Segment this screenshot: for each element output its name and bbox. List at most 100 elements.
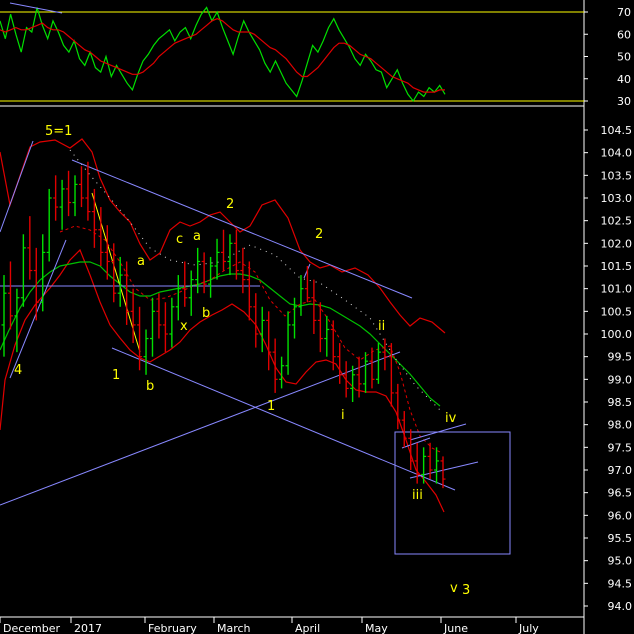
x-tick-label: July (518, 622, 539, 634)
overlay-lines (0, 2, 511, 555)
price-tick-label: 98.0 (608, 419, 633, 432)
price-bar (233, 229, 239, 280)
price-tick-label: 103.5 (601, 169, 633, 182)
price-bar (214, 238, 220, 280)
price-bar (85, 161, 91, 221)
price-bar (304, 266, 310, 303)
trendline-rsi-top (9, 2, 63, 14)
wave-label-iii: iii (412, 488, 423, 503)
upper-envelope (0, 138, 446, 334)
wave-label-a1: a (137, 254, 145, 269)
x-tick-label: December (3, 622, 61, 634)
price-bar (46, 188, 52, 262)
wave-labels: 5=1 2 2 4 1 1 a a b b c x i ii iii iv v … (14, 124, 470, 598)
price-tick-label: 94.0 (608, 600, 633, 613)
wave-label-b1: b (146, 379, 154, 394)
x-tick-label: April (295, 622, 320, 634)
wave-label-b2: b (202, 306, 210, 321)
price-tick-label: 102.5 (601, 215, 633, 228)
rsi-tick-label: 60 (617, 28, 631, 41)
rsi-tick-label: 30 (617, 95, 631, 108)
price-bar (421, 447, 427, 484)
price-tick-label: 97.0 (608, 464, 633, 477)
price-bar (395, 383, 401, 430)
price-bar (208, 256, 214, 298)
price-bar (388, 343, 394, 407)
price-tick-label: 101.5 (601, 260, 633, 273)
price-bar (324, 315, 330, 357)
price-bar (253, 293, 259, 348)
price-bar (91, 188, 97, 248)
price-bar (169, 297, 175, 348)
price-bar (337, 343, 343, 384)
price-bar (143, 329, 149, 375)
price-bar (350, 365, 356, 402)
price-bar (272, 338, 278, 393)
price-bar (285, 311, 291, 375)
wave-label-5-1: 5=1 (45, 124, 72, 139)
price-bar (149, 297, 155, 357)
wave-label-c: c (176, 232, 183, 247)
rsi-axis-ticks: 30 40 50 60 70 (584, 6, 631, 108)
price-bar (434, 447, 440, 484)
x-tick-label: May (365, 622, 388, 634)
price-bar (40, 234, 46, 312)
price-bar (7, 261, 13, 330)
price-bar (182, 261, 188, 307)
wave-label-v: v (450, 581, 458, 596)
price-bar (401, 411, 407, 448)
price-bar (201, 252, 207, 294)
price-bar (111, 243, 117, 303)
price-tick-label: 104.5 (601, 124, 633, 137)
price-tick-label: 94.5 (608, 577, 633, 590)
wave-a-leg (91, 192, 141, 353)
price-bar (117, 256, 123, 307)
price-bar (1, 275, 7, 357)
rsi-tick-label: 70 (617, 6, 631, 19)
price-tick-label: 100.0 (601, 328, 633, 341)
price-bar (259, 306, 265, 353)
price-tick-label: 97.5 (608, 441, 633, 454)
price-bar (98, 207, 104, 266)
price-bar (298, 275, 304, 316)
trendline-lower (111, 347, 456, 491)
price-tick-label: 99.0 (608, 373, 633, 386)
wave-label-1a: 1 (112, 368, 120, 383)
trendline-left-steep (0, 140, 34, 233)
wave-label-ii: ii (378, 319, 385, 334)
x-tick-label: February (148, 622, 197, 634)
price-bar (72, 175, 78, 217)
price-bar (414, 442, 420, 484)
price-bar (266, 311, 272, 371)
price-bar (137, 306, 143, 371)
wave-label-2b: 2 (315, 227, 323, 242)
rsi-tick-label: 40 (617, 73, 631, 86)
price-tick-label: 104.0 (601, 147, 633, 160)
price-bar (188, 270, 194, 316)
price-bar (279, 356, 285, 389)
wave-label-a2: a (193, 229, 201, 244)
price-tick-label: 95.5 (608, 532, 633, 545)
price-bar (20, 234, 26, 307)
wave-label-4: 4 (14, 363, 22, 378)
wave-label-2a: 2 (226, 197, 234, 212)
rsi-level-lines (0, 11, 584, 102)
dotted-ma (69, 149, 441, 411)
x-axis-ticks: December 2017 February March April May June Jul… (0, 617, 539, 634)
price-tick-label: 102.0 (601, 237, 633, 250)
x-tick-label: June (443, 622, 468, 634)
short-ma-dashed (59, 225, 441, 453)
price-bar (427, 442, 433, 480)
price-tick-label: 101.0 (601, 283, 633, 296)
price-bar (78, 166, 84, 208)
rsi-tick-label: 50 (617, 51, 631, 64)
price-bar (363, 352, 369, 393)
trendline-upper (71, 159, 413, 299)
price-bar (33, 247, 39, 321)
price-bar (124, 261, 130, 325)
price-bar (311, 279, 317, 334)
price-candles (1, 161, 446, 489)
price-bar (292, 297, 298, 339)
price-bar (14, 288, 20, 353)
